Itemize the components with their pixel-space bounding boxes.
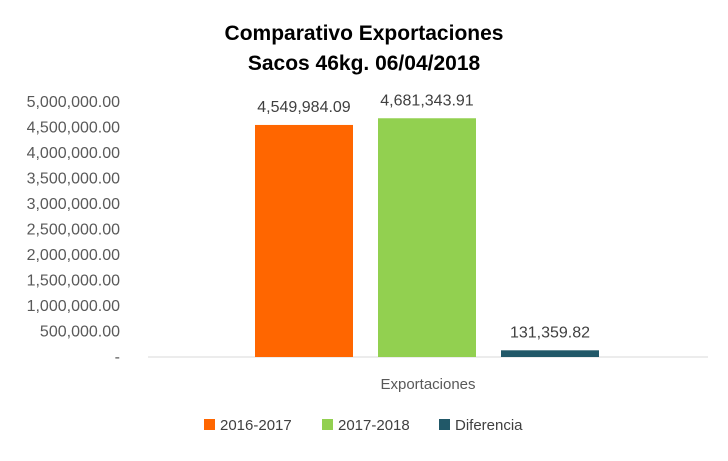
y-tick-label: 2,500,000.00 [27,222,121,239]
bar-2017-2018 [378,118,476,357]
y-tick-label: 4,000,000.00 [27,145,121,162]
legend: 2016-2017 2017-2018 Diferencia [204,417,523,434]
data-label: 4,681,343.91 [380,92,474,109]
y-tick-label: 3,000,000.00 [27,196,121,213]
y-tick-label: - [115,349,120,366]
legend-label: 2017-2018 [338,417,410,434]
legend-swatch [439,419,450,430]
y-tick-label: 2,000,000.00 [27,247,121,264]
bars-group [255,118,599,358]
y-tick-label: 3,500,000.00 [27,171,121,188]
legend-swatch [204,419,215,430]
chart-title-line-1: Comparativo Exportaciones [225,22,504,45]
data-label: 131,359.82 [510,324,590,341]
legend-swatch [322,419,333,430]
y-tick-label: 1,500,000.00 [27,273,121,290]
y-tick-label: 1,000,000.00 [27,298,121,315]
y-tick-label: 5,000,000.00 [27,94,121,111]
legend-label: Diferencia [455,417,523,434]
y-tick-label: 4,500,000.00 [27,120,121,137]
bar-diferencia [501,350,599,357]
y-tick-label: 500,000.00 [40,324,120,341]
y-axis: - 500,000.00 1,000,000.00 1,500,000.00 2,000… [27,94,121,366]
x-category-label: Exportaciones [380,376,475,393]
data-labels-group: 4,549,984.09 4,681,343.91 131,359.82 [257,92,590,341]
bar-2016-2017 [255,124,353,358]
data-label: 4,549,984.09 [257,99,351,116]
legend-label: 2016-2017 [220,417,292,434]
chart-title-line-2: Sacos 46kg. 06/04/2018 [248,52,481,75]
